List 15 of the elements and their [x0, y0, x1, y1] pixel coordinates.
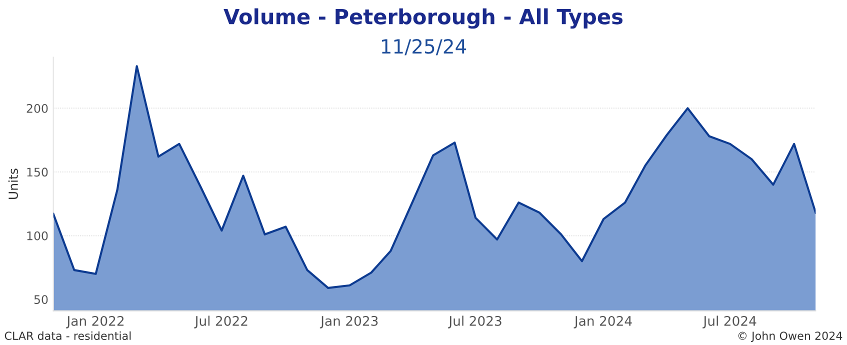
y-axis-title: Units [8, 168, 18, 199]
x-tick-label: Jul 2023 [448, 316, 502, 328]
x-tick-label: Jan 2024 [574, 316, 632, 328]
y-tick-label: 150 [27, 168, 48, 177]
y-tick-label: 50 [34, 295, 48, 304]
x-tick-label: Jan 2023 [320, 316, 378, 328]
chart-title: Volume - Peterborough - All Types [224, 8, 622, 29]
x-tick-label: Jul 2022 [194, 316, 248, 328]
chart-subtitle: 11/25/24 [382, 39, 466, 56]
text: © John Owen 2024 [738, 331, 842, 342]
x-tick-label: Jul 2024 [702, 316, 756, 328]
x-tick-label: Jan 2022 [66, 316, 124, 328]
y-tick-label: 100 [27, 231, 48, 240]
text: CLAR data - residential [4, 331, 131, 340]
y-tick-label: 200 [26, 104, 48, 113]
